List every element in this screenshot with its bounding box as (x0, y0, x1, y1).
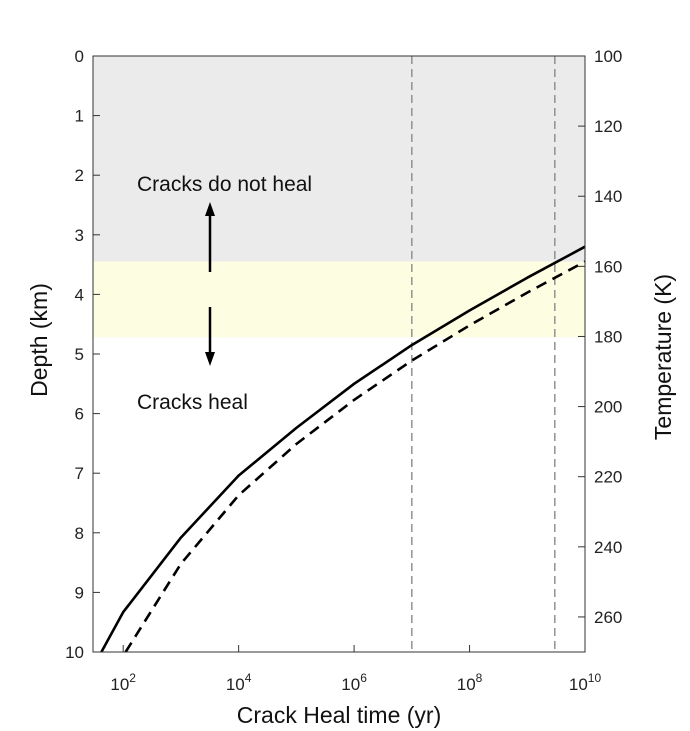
arrow-down (205, 307, 215, 366)
shaded-region-2 (93, 261, 585, 338)
shaded-regions (93, 56, 585, 338)
y-tick-label: 8 (75, 524, 84, 543)
y-tick-label: 6 (75, 405, 84, 424)
y-tick-label: 10 (65, 643, 84, 662)
x-tick-label: 106 (341, 671, 367, 694)
y2-tick-label: 160 (594, 257, 622, 276)
y2-tick-label: 180 (594, 327, 622, 346)
series-line-solid (100, 245, 586, 653)
y-tick-label: 9 (75, 583, 84, 602)
annotation-cracks-do-not-heal: Cracks do not heal (137, 173, 312, 196)
arrow-up (205, 202, 215, 272)
reference-lines (411, 56, 556, 652)
x-axis-label: Crack Heal time (yr) (237, 702, 441, 728)
y2-tick-label: 200 (594, 398, 622, 417)
axis-ticks: 0 1 2 3 4 5 6 7 8 9 10 100 120 140 160 180 200 220 240 260 1… (65, 47, 622, 694)
data-series (100, 245, 586, 653)
y-tick-label: 0 (75, 47, 84, 66)
series-line-dashed (124, 260, 586, 653)
y-tick-label: 4 (75, 285, 84, 304)
x-tick-label: 1010 (569, 671, 602, 694)
x-tick-label: 102 (110, 671, 136, 694)
y-tick-label: 1 (75, 107, 84, 126)
y2-tick-label: 140 (594, 187, 622, 206)
y-axis-label: Depth (km) (26, 283, 52, 397)
y-tick-label: 2 (75, 166, 84, 185)
annotation-cracks-heal: Cracks heal (137, 391, 248, 414)
y2-axis-label: Temperature (K) (650, 274, 676, 440)
x-tick-label: 104 (226, 671, 252, 694)
x-tick-label: 108 (457, 671, 483, 694)
y2-tick-label: 240 (594, 538, 622, 557)
shaded-region-1 (93, 56, 585, 262)
y2-tick-label: 220 (594, 468, 622, 487)
y-tick-label: 5 (75, 345, 84, 364)
y-tick-label: 7 (75, 464, 84, 483)
y2-tick-label: 100 (594, 47, 622, 66)
y-tick-label: 3 (75, 226, 84, 245)
y2-tick-label: 120 (594, 117, 622, 136)
y2-tick-label: 260 (594, 608, 622, 627)
